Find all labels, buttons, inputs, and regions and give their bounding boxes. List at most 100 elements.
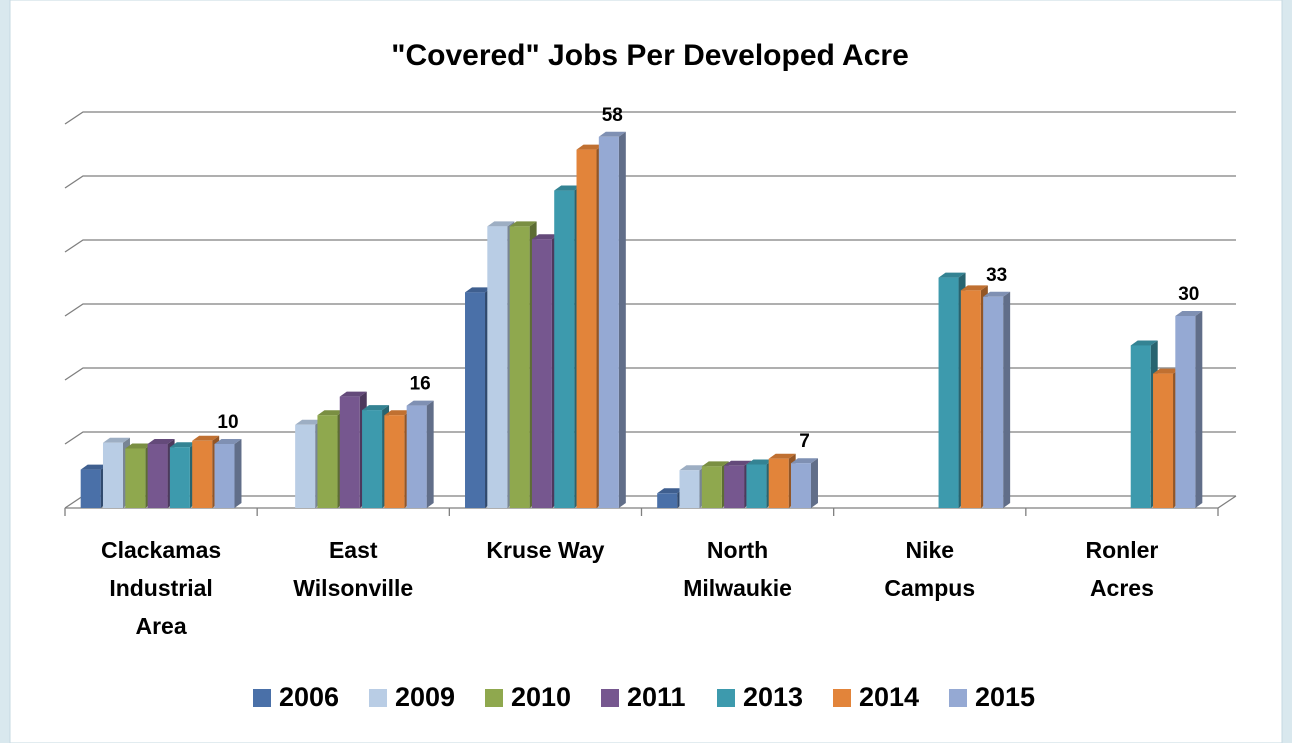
bar-top — [384, 410, 412, 416]
x-tick-label: Kruse Way — [486, 537, 604, 563]
bar-top — [701, 461, 729, 467]
bar-front — [487, 226, 508, 508]
bar-side — [618, 131, 626, 509]
bar-top — [554, 185, 582, 191]
bar — [214, 439, 242, 508]
bar-top — [317, 410, 345, 416]
bar-top — [192, 435, 220, 441]
bar-front — [938, 277, 959, 508]
legend-label: 2011 — [627, 682, 686, 712]
bar-top — [169, 442, 197, 448]
x-tick-label: North Milwaukie — [683, 537, 792, 601]
bar-front — [768, 458, 789, 508]
bar-top — [465, 287, 493, 293]
bar-top — [746, 459, 774, 465]
bar-top — [598, 131, 626, 137]
bar-front — [657, 493, 678, 508]
bar-top — [147, 439, 175, 444]
chart-area — [9, 0, 1283, 743]
legend-label: 2009 — [395, 682, 455, 712]
bar-top — [768, 453, 796, 459]
data-label: 30 — [1178, 284, 1199, 305]
legend-swatch — [369, 689, 387, 707]
bar-front — [531, 239, 552, 508]
bar-front — [1130, 345, 1151, 508]
bar-front — [125, 448, 146, 508]
bar-top — [362, 405, 390, 411]
x-tick-label: Clackamas Industrial Area — [101, 537, 221, 639]
data-label: 33 — [986, 265, 1007, 286]
bar-side — [426, 400, 434, 508]
bar-top — [657, 488, 685, 494]
bar — [790, 458, 818, 508]
data-label: 16 — [410, 374, 431, 395]
legend-swatch — [949, 689, 967, 707]
bar-front — [317, 415, 338, 508]
bar-front — [576, 149, 597, 508]
data-label: 10 — [217, 412, 238, 433]
bar — [1175, 311, 1203, 508]
bar-top — [938, 272, 966, 278]
bar-front — [102, 442, 123, 508]
bar-front — [1175, 316, 1196, 508]
bar-front — [790, 463, 811, 508]
chart-title: "Covered" Jobs Per Developed Acre — [391, 39, 909, 72]
bar — [598, 131, 626, 509]
bar-front — [169, 447, 190, 508]
bar-front — [384, 415, 405, 508]
legend-swatch — [253, 689, 271, 707]
bar-top — [724, 460, 752, 466]
bar-top — [509, 221, 537, 227]
bar-top — [1175, 311, 1203, 316]
grid-line — [64, 239, 1236, 253]
bar — [983, 291, 1011, 508]
x-tick-label: East Wilsonville — [293, 537, 413, 601]
bar-top — [983, 291, 1011, 297]
bar-top — [406, 400, 434, 406]
bar-side — [810, 458, 818, 508]
bar-top — [80, 464, 108, 470]
bar-top — [960, 285, 988, 291]
bar-front — [724, 465, 745, 508]
data-label: 58 — [602, 105, 623, 126]
bar-front — [192, 440, 213, 508]
bar-front — [554, 190, 575, 508]
x-tick-label: Ronler Acres — [1085, 537, 1158, 601]
bar-front — [80, 469, 101, 508]
bar-front — [214, 444, 235, 508]
grid-line — [64, 303, 1236, 317]
bar-top — [1130, 340, 1158, 346]
bar-side — [234, 439, 242, 508]
bar-front — [960, 290, 981, 508]
bar-side — [1003, 291, 1011, 508]
legend-swatch — [601, 689, 619, 707]
bar — [657, 488, 685, 508]
bar — [406, 400, 434, 508]
bar-front — [598, 136, 619, 509]
bar-side — [1195, 311, 1203, 508]
bar-front — [701, 466, 722, 508]
bar-top — [790, 458, 818, 464]
bar-front — [295, 424, 316, 508]
bar-top — [487, 221, 515, 227]
bar-front — [362, 410, 383, 508]
bar-top — [295, 419, 323, 425]
legend-swatch — [717, 689, 735, 707]
bar-front — [406, 405, 427, 508]
bar-top — [576, 144, 604, 150]
bar-top — [679, 465, 707, 471]
legend-swatch — [833, 689, 851, 707]
bar-front — [339, 396, 360, 508]
legend-label: 2013 — [743, 682, 803, 712]
legend-label: 2006 — [279, 682, 339, 712]
data-label: 7 — [799, 431, 810, 452]
legend-label: 2014 — [859, 682, 919, 712]
bar-top — [102, 437, 130, 443]
bar-top — [125, 443, 153, 449]
bar-front — [1153, 373, 1174, 508]
bar-front — [679, 470, 700, 508]
grid-line — [64, 431, 1236, 445]
bar-front — [147, 444, 168, 508]
